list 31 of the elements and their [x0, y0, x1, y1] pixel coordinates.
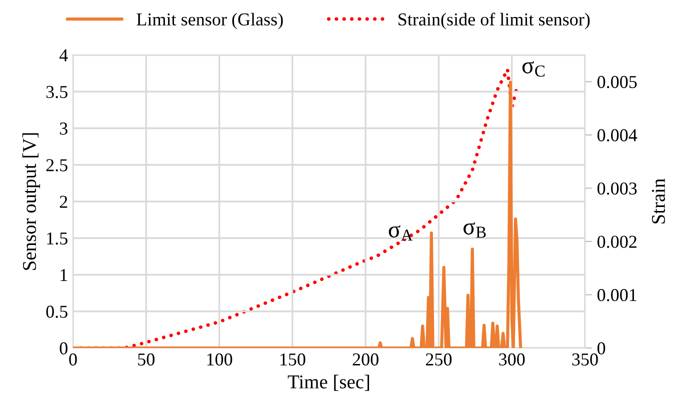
x-tick-label: 250 — [426, 353, 452, 366]
y-tick-label: 0 — [60, 342, 68, 354]
y2-tick-label: 0.001 — [597, 288, 636, 302]
y-axis-title: Sensor output [V] — [22, 133, 40, 270]
y2-tick-label: 0.003 — [597, 182, 637, 195]
x-tick-label: 300 — [499, 353, 525, 366]
y-tick-label: 3 — [60, 122, 68, 135]
x-tick-label: 50 — [138, 353, 154, 366]
y2-tick-label: 0 — [597, 342, 606, 354]
annotation: σ$_{C}$ — [522, 61, 545, 77]
legend-label: Limit sensor (Glass) — [136, 12, 283, 30]
y2-axis-title: Strain — [652, 178, 666, 224]
y2-tick-label: 0.002 — [597, 236, 636, 248]
y-tick-label: 2 — [60, 196, 68, 208]
x-tick-label: 150 — [280, 353, 306, 366]
x-tick-label: 350 — [572, 353, 598, 366]
y-tick-label: 3.5 — [46, 86, 68, 98]
legend-label: Strain(side of limit sensor) — [398, 12, 590, 30]
x-tick-label: 0 — [69, 353, 77, 366]
y2-tick-label: 0.005 — [597, 76, 637, 88]
annotation: σ$_{A}$ — [388, 225, 413, 241]
annotation: σ$_{B}$ — [464, 222, 486, 238]
y-tick-label: 0.5 — [46, 306, 68, 318]
y-tick-label: 1 — [60, 269, 68, 282]
y2-tick-label: 0.004 — [597, 129, 638, 142]
x-tick-label: 200 — [352, 353, 378, 366]
x-axis-title: Time [sec] — [288, 374, 370, 391]
y-tick-label: 4 — [59, 49, 68, 62]
y-tick-label: 2.5 — [46, 159, 68, 172]
x-tick-label: 100 — [207, 353, 232, 366]
y-tick-label: 1.5 — [47, 232, 68, 245]
